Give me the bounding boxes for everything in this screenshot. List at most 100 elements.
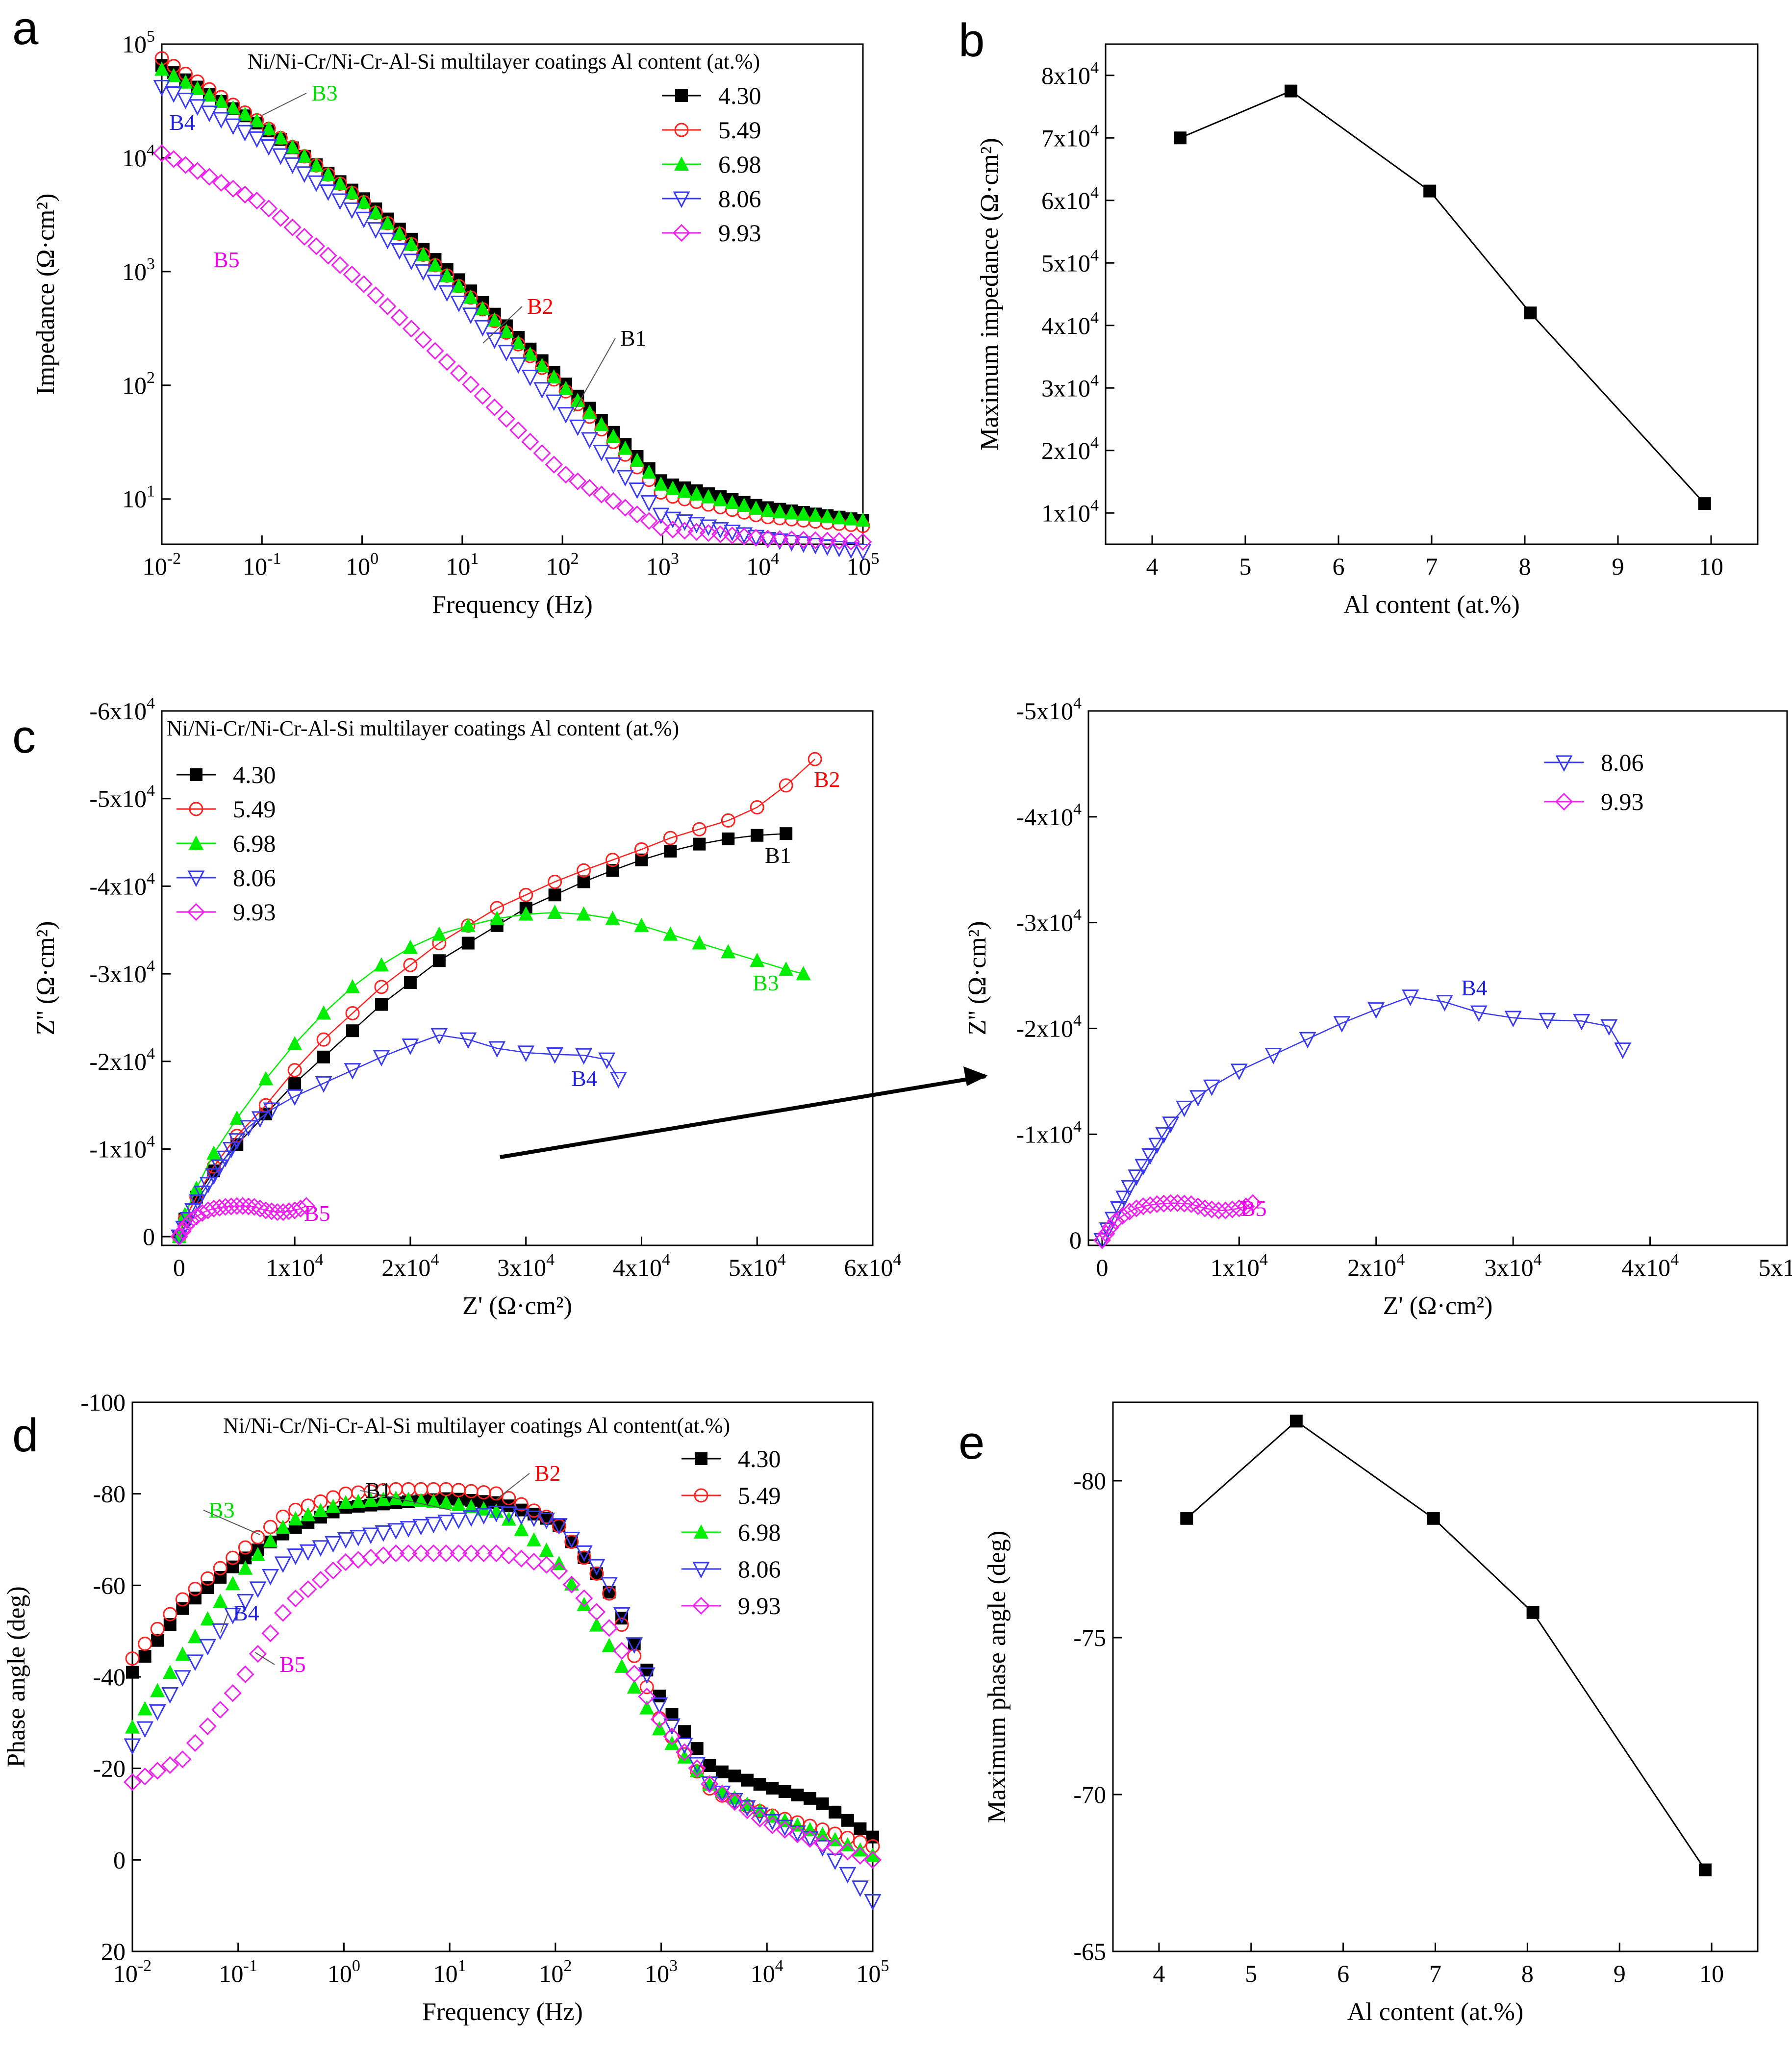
- legend-title: Ni/Ni-Cr/Ni-Cr-Al-Si multilayer coatings…: [223, 1414, 730, 1438]
- data-point: [808, 507, 823, 522]
- data-point: [307, 237, 326, 255]
- data-point: [211, 1159, 228, 1176]
- data-point: [283, 218, 302, 236]
- data-point: [570, 393, 585, 407]
- data-point: [519, 887, 533, 902]
- data-point: [703, 1759, 716, 1772]
- data-point: [766, 1781, 779, 1795]
- data-point: [177, 93, 194, 109]
- data-point: [689, 1763, 705, 1777]
- data-point: [170, 1229, 188, 1246]
- data-point: [829, 1805, 842, 1819]
- data-point: [820, 508, 835, 523]
- x-tick-label: 10-1: [219, 1957, 257, 1987]
- data-point: [1436, 995, 1453, 1012]
- legend: 8.06 9.93: [1544, 749, 1644, 815]
- data-point: [856, 512, 870, 527]
- data-point: [202, 87, 217, 101]
- x-axis-title: Al content (at.%): [1347, 1998, 1524, 2026]
- data-point: [498, 345, 515, 362]
- data-point: [1470, 1005, 1488, 1022]
- data-point: [723, 525, 741, 541]
- x-tick-label: 104: [751, 1957, 783, 1987]
- y-tick-label: 7x104: [1041, 121, 1099, 152]
- data-point: [1148, 1195, 1166, 1213]
- data-point: [177, 156, 195, 174]
- data-point: [640, 495, 658, 512]
- curve-label-B4: B4: [571, 1066, 598, 1091]
- data-point: [1289, 1415, 1303, 1428]
- data-point: [236, 1594, 254, 1611]
- data-point: [689, 486, 704, 501]
- data-point: [178, 74, 193, 89]
- data-point: [225, 1576, 240, 1591]
- data-point: [650, 1710, 669, 1728]
- data-point: [332, 176, 348, 190]
- data-point: [165, 150, 183, 168]
- data-point: [260, 139, 278, 156]
- x-tick-label: 100: [328, 1957, 360, 1987]
- y-tick-label: -4x104: [1016, 800, 1082, 831]
- data-point: [226, 1550, 240, 1565]
- data-point: [688, 517, 706, 533]
- data-point: [593, 445, 610, 461]
- data-point: [438, 1494, 454, 1509]
- x-tick-label: 3x104: [497, 1251, 555, 1281]
- data-point: [161, 1687, 179, 1704]
- data-point: [512, 1549, 530, 1568]
- data-point: [237, 106, 252, 121]
- x-tick-label: 8: [1519, 553, 1531, 580]
- curve-label-B3: B3: [753, 970, 779, 995]
- x-tick-label: 103: [646, 550, 679, 580]
- data-point: [640, 512, 658, 530]
- data-point: [843, 511, 858, 526]
- x-tick-label: 101: [446, 550, 479, 580]
- legend-marker: [189, 835, 203, 850]
- x-tick-label: 4: [1146, 553, 1159, 580]
- data-point: [379, 232, 396, 250]
- data-point: [771, 533, 788, 550]
- curve-label-B5: B5: [1240, 1196, 1267, 1221]
- curve-label-B5: B5: [254, 1652, 306, 1677]
- data-point: [416, 247, 431, 261]
- legend-marker: [674, 123, 689, 137]
- data-point: [630, 453, 645, 467]
- legend-marker: [695, 1452, 707, 1465]
- data-point: [865, 1847, 880, 1862]
- data-point: [758, 530, 777, 548]
- data-point: [663, 926, 678, 941]
- series-8.06: [170, 1028, 627, 1246]
- data-point: [438, 353, 456, 371]
- data-point: [652, 507, 670, 525]
- data-point: [285, 139, 300, 154]
- x-tick-label: 5x104: [729, 1251, 786, 1281]
- legend-label: 4.30: [718, 82, 761, 109]
- y-tick-label: 0: [113, 1846, 126, 1873]
- x-tick-label: 7: [1426, 553, 1438, 580]
- series-line: [178, 911, 804, 1237]
- x-tick-label: 4x104: [613, 1251, 670, 1281]
- data-point: [276, 1519, 291, 1534]
- x-tick-label: 2x104: [381, 1251, 439, 1281]
- data-point: [475, 301, 490, 315]
- data-point: [249, 113, 264, 127]
- data-point: [518, 906, 533, 921]
- data-point: [616, 499, 634, 517]
- data-point: [297, 1197, 315, 1215]
- data-point: [489, 911, 505, 925]
- data-point: [533, 444, 551, 462]
- series-max: [1180, 1415, 1712, 1876]
- legend-label: 6.98: [738, 1518, 781, 1546]
- data-point: [665, 481, 681, 495]
- data-point: [678, 1725, 691, 1738]
- data-point: [488, 1041, 506, 1058]
- data-point: [263, 1102, 280, 1119]
- data-point: [175, 1646, 190, 1661]
- curve-label-text: B2: [814, 767, 840, 792]
- data-point: [625, 1665, 643, 1683]
- data-point: [499, 324, 514, 338]
- series-line: [1180, 90, 1705, 505]
- data-point: [626, 1637, 643, 1654]
- data-point: [1128, 1169, 1145, 1186]
- data-point: [864, 1894, 882, 1911]
